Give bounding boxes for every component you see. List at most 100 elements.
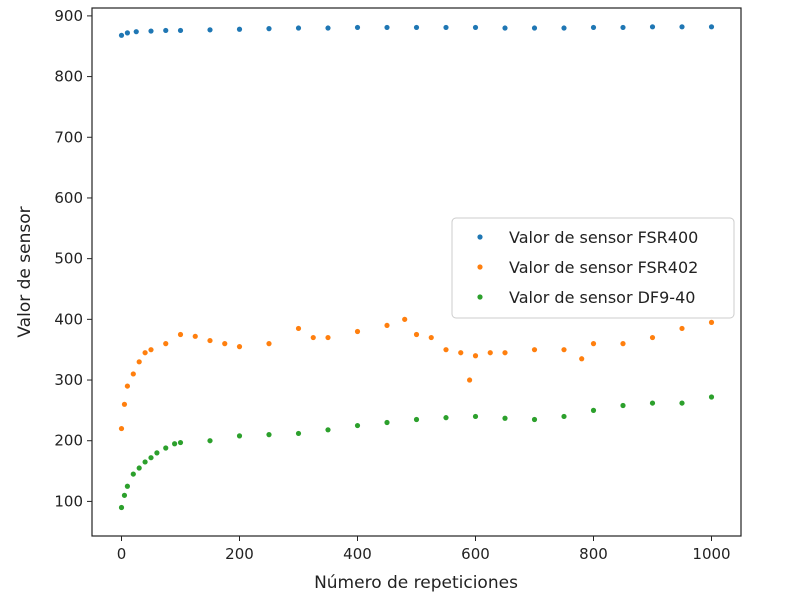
data-point-fsr402 (487, 350, 493, 356)
legend-label-df9-40: Valor de sensor DF9-40 (509, 288, 695, 307)
data-point-fsr402 (502, 350, 508, 356)
data-point-fsr402 (384, 322, 390, 329)
y-tick-label: 800 (54, 68, 83, 86)
points-layer (118, 24, 715, 511)
data-point-df9-40 (413, 416, 420, 423)
data-point-fsr400 (472, 24, 479, 31)
data-point-fsr402 (561, 347, 567, 353)
data-point-fsr402 (177, 331, 184, 338)
data-point-fsr402 (708, 319, 715, 325)
data-point-fsr402 (130, 371, 136, 377)
data-point-fsr402 (124, 383, 130, 389)
data-point-fsr402 (236, 344, 243, 350)
data-point-fsr402 (121, 401, 128, 407)
x-axis: 0 200 400 600 800 1000 (117, 536, 731, 563)
data-point-fsr402 (192, 333, 198, 339)
data-point-df9-40 (443, 415, 449, 421)
data-point-df9-40 (384, 419, 390, 426)
data-point-df9-40 (502, 415, 508, 421)
x-tick-label: 200 (225, 545, 254, 563)
data-point-fsr400 (384, 24, 390, 31)
data-point-fsr400 (148, 28, 154, 34)
data-point-fsr402 (163, 341, 169, 347)
data-point-fsr402 (295, 325, 302, 332)
data-point-fsr402 (579, 356, 585, 362)
data-point-fsr400 (133, 29, 139, 35)
data-point-df9-40 (679, 400, 685, 406)
data-point-fsr400 (177, 27, 184, 34)
data-point-fsr402 (590, 341, 597, 347)
x-tick-label: 600 (461, 545, 490, 563)
data-point-fsr402 (472, 353, 479, 359)
data-point-df9-40 (620, 402, 626, 409)
data-point-fsr402 (136, 359, 142, 365)
legend-label-fsr402: Valor de sensor FSR402 (509, 258, 698, 277)
data-point-df9-40 (325, 427, 331, 433)
data-point-fsr402 (118, 425, 125, 432)
y-tick-label: 900 (54, 7, 83, 25)
data-point-fsr402 (325, 334, 331, 341)
y-tick-label: 300 (54, 371, 83, 389)
data-point-fsr402 (142, 350, 148, 356)
data-point-fsr402 (649, 334, 656, 341)
data-point-fsr400 (325, 25, 331, 31)
data-point-df9-40 (649, 400, 656, 406)
data-point-fsr402 (443, 347, 449, 353)
x-tick-label: 800 (579, 545, 608, 563)
y-tick-label: 600 (54, 189, 83, 207)
data-point-fsr402 (679, 325, 685, 332)
data-point-fsr400 (413, 24, 420, 31)
legend-label-fsr400: Valor de sensor FSR400 (509, 228, 698, 247)
data-point-df9-40 (130, 471, 136, 477)
data-point-df9-40 (121, 492, 128, 498)
data-point-fsr402 (413, 331, 420, 338)
data-point-fsr400 (679, 24, 685, 30)
data-point-fsr402 (207, 337, 213, 344)
data-point-fsr400 (502, 25, 508, 31)
data-point-fsr400 (295, 25, 302, 31)
data-point-fsr402 (402, 316, 408, 322)
data-point-df9-40 (154, 450, 160, 456)
data-point-fsr400 (590, 24, 597, 31)
data-point-fsr402 (620, 341, 626, 347)
data-point-df9-40 (136, 465, 142, 471)
data-point-df9-40 (354, 422, 361, 429)
data-point-fsr400 (708, 24, 715, 30)
data-point-fsr400 (620, 24, 626, 31)
data-point-df9-40 (177, 439, 184, 446)
data-point-fsr400 (531, 25, 538, 31)
data-point-fsr400 (354, 24, 361, 31)
data-point-df9-40 (295, 430, 302, 437)
plot-frame (91, 7, 742, 537)
y-tick-label: 700 (54, 128, 83, 146)
data-point-fsr402 (148, 347, 154, 353)
data-point-df9-40 (561, 413, 567, 420)
y-tick-label: 500 (54, 250, 83, 268)
y-tick-label: 100 (54, 492, 83, 510)
y-tick-label: 200 (54, 432, 83, 450)
data-point-df9-40 (118, 504, 125, 511)
data-point-df9-40 (236, 433, 243, 439)
data-point-fsr402 (310, 334, 316, 341)
y-axis: 100 200 300 400 500 600 700 800 900 (54, 7, 92, 510)
data-point-df9-40 (708, 394, 715, 400)
x-tick-label: 0 (117, 545, 127, 563)
data-point-fsr402 (354, 328, 361, 335)
data-point-fsr400 (207, 27, 213, 33)
data-point-fsr400 (118, 32, 125, 38)
legend-marker-fsr400 (477, 234, 483, 240)
data-point-df9-40 (531, 416, 538, 423)
data-point-fsr400 (266, 26, 272, 32)
legend-box (451, 217, 735, 319)
legend-marker-fsr402 (477, 264, 483, 270)
data-point-fsr402 (531, 347, 538, 353)
data-point-df9-40 (172, 441, 178, 447)
data-point-fsr402 (467, 377, 473, 383)
data-point-df9-40 (124, 483, 130, 489)
data-point-fsr400 (236, 26, 243, 32)
data-point-fsr402 (222, 341, 228, 347)
data-point-fsr402 (266, 341, 272, 347)
x-tick-label: 400 (343, 545, 372, 563)
data-point-fsr400 (649, 24, 656, 30)
